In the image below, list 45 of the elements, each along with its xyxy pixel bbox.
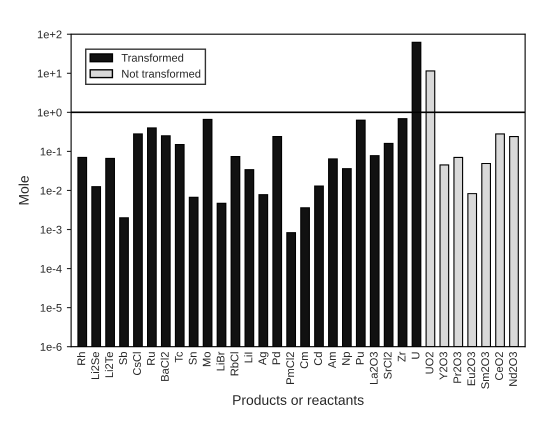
x-tick-label: CsCl [132, 352, 141, 376]
y-tick-label: 1e-1 [40, 148, 62, 156]
x-tick-label: Eu2O3 [467, 352, 476, 386]
x-tick-label: La2O3 [370, 352, 378, 384]
x-tick-label: BaCl2 [160, 352, 169, 381]
x-tick-label: RbCl [230, 352, 238, 376]
y-tick-label: 1e-6 [40, 342, 62, 351]
legend-label: Not transformed [122, 70, 200, 78]
x-tick-label: Pu [356, 352, 364, 364]
x-tick-label: Sm2O3 [481, 352, 490, 389]
x-tick-label: LiI [244, 352, 252, 362]
x-tick-label: U [412, 352, 420, 359]
x-tick-label: Y2O3 [439, 352, 448, 380]
x-tick-label: SrCl2 [383, 352, 392, 379]
y-tick-label: 1e+0 [38, 108, 62, 116]
x-tick-label: Li2Te [104, 352, 114, 378]
x-tick-label: Nd2O3 [508, 352, 517, 386]
y-tick-label: 1e-5 [40, 304, 62, 312]
x-tick-label: Sn [188, 352, 197, 365]
x-tick-label: Zr [398, 352, 406, 362]
x-tick-label: LiBr [216, 352, 224, 370]
x-tick-label: Rh [77, 352, 86, 365]
x-tick-label: Cd [314, 352, 322, 366]
x-tick-label: Pr2O3 [453, 352, 462, 383]
y-tick-label: 1e-4 [40, 264, 62, 273]
x-tick-label: Sb [118, 352, 128, 365]
x-tick-label: Ag [258, 352, 268, 366]
y-tick-label: 1e+2 [38, 30, 62, 38]
y-tick-label: 1e-3 [40, 226, 62, 234]
y-axis-title: Mole [18, 176, 29, 204]
x-tick-label: CeO2 [495, 352, 504, 380]
x-tick-label: UO2 [426, 352, 434, 374]
x-tick-label: Ru [147, 352, 155, 365]
x-axis-title: Products or reactants [233, 394, 364, 405]
x-tick-label: Mo [202, 352, 211, 366]
y-tick-label: 1e+1 [38, 70, 62, 78]
y-tick-label: 1e-2 [40, 186, 62, 195]
x-tick-label: Tc [174, 352, 183, 362]
x-tick-label: Np [342, 352, 352, 365]
x-tick-label: Cm [300, 352, 308, 368]
x-tick-label: PmCl2 [286, 352, 294, 384]
x-tick-label: Pd [272, 352, 280, 364]
legend-label: Transformed [122, 54, 184, 62]
x-tick-label: Li2Se [91, 352, 100, 380]
x-tick-label: Am [328, 352, 336, 368]
